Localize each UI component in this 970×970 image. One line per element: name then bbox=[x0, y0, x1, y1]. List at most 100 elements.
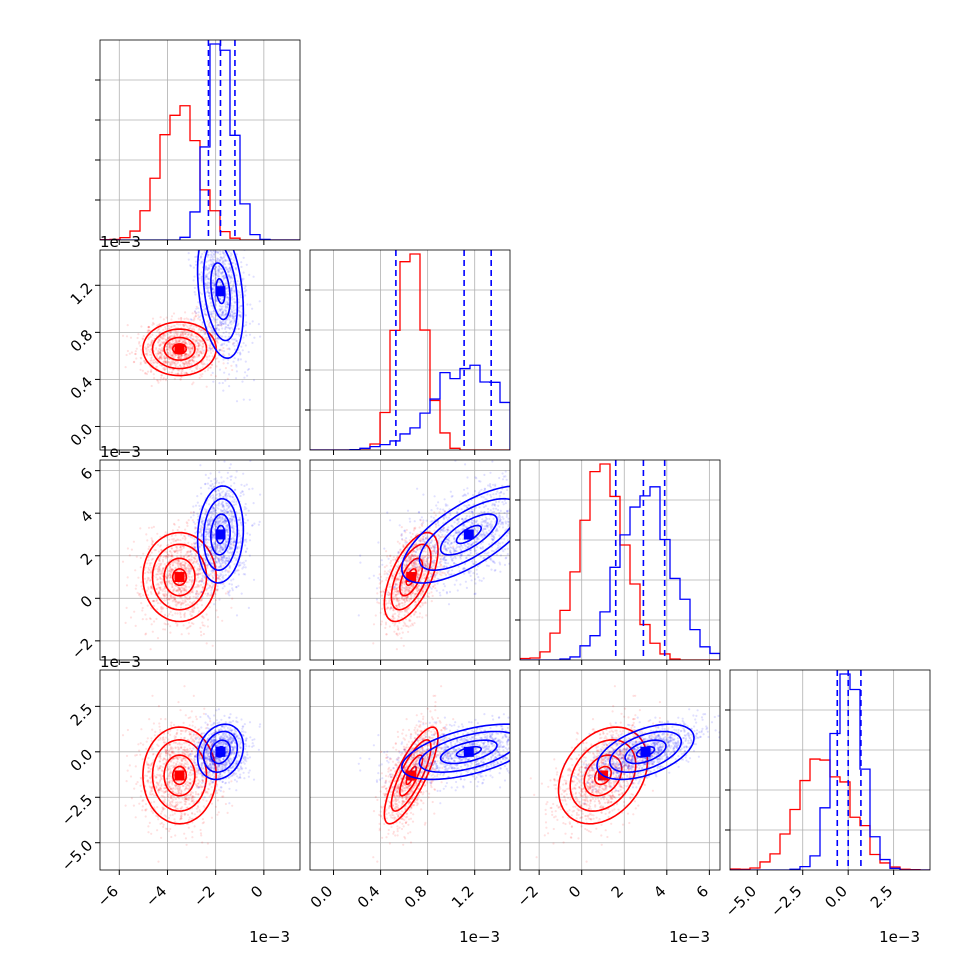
scatter-point bbox=[171, 354, 174, 357]
scatter-point bbox=[218, 275, 221, 278]
scatter-point bbox=[222, 275, 225, 278]
scatter-point bbox=[216, 339, 219, 342]
scatter-point bbox=[214, 299, 217, 303]
scatter-point bbox=[215, 519, 218, 522]
scatter-point bbox=[150, 551, 153, 554]
scatter-point bbox=[226, 286, 229, 289]
scatter-point bbox=[237, 322, 240, 325]
scatter-point bbox=[157, 586, 160, 589]
scatter-point bbox=[164, 334, 167, 337]
scatter-point bbox=[234, 539, 237, 542]
scatter-point bbox=[193, 565, 196, 568]
scatter-point bbox=[414, 563, 417, 566]
scatter-point bbox=[229, 268, 232, 271]
scatter-point bbox=[189, 347, 192, 350]
scatter-point bbox=[403, 597, 406, 600]
scatter-point bbox=[195, 307, 198, 310]
scatter-point bbox=[154, 361, 157, 364]
scatter-point bbox=[199, 591, 202, 594]
scatter-point bbox=[152, 361, 156, 365]
scatter-point bbox=[158, 568, 161, 571]
scatter-point bbox=[187, 333, 190, 336]
scatter-point bbox=[193, 359, 196, 362]
scatter-point bbox=[202, 559, 205, 563]
scatter-point bbox=[229, 269, 232, 272]
scatter-point bbox=[184, 324, 187, 327]
scatter-point bbox=[187, 354, 190, 357]
scatter-point bbox=[242, 573, 245, 576]
scatter-point bbox=[412, 555, 415, 558]
scatter-point bbox=[186, 555, 189, 559]
scatter-point bbox=[211, 644, 214, 647]
scatter-point bbox=[206, 275, 209, 278]
scatter-point bbox=[198, 354, 201, 357]
scatter-point bbox=[168, 363, 172, 366]
scatter-point bbox=[219, 241, 221, 243]
scatter-point bbox=[168, 554, 171, 557]
scatter-point bbox=[156, 573, 159, 576]
scatter-point bbox=[210, 507, 213, 511]
scatter-point bbox=[190, 622, 193, 625]
scatter-point bbox=[170, 360, 173, 363]
scatter-point bbox=[190, 590, 193, 593]
scatter-point bbox=[241, 562, 244, 565]
scatter-point bbox=[392, 613, 395, 616]
scatter-point bbox=[210, 219, 212, 221]
scatter-point bbox=[197, 344, 200, 347]
scatter-point bbox=[228, 340, 231, 344]
scatter-point bbox=[234, 559, 238, 562]
scatter-point bbox=[133, 610, 136, 613]
scatter-point bbox=[228, 567, 231, 570]
scatter-point bbox=[173, 334, 176, 337]
scatter-point bbox=[412, 564, 415, 568]
scatter-point bbox=[212, 281, 215, 284]
scatter-point bbox=[153, 377, 156, 380]
scatter-point bbox=[424, 584, 428, 587]
scatter-point bbox=[207, 523, 210, 526]
scatter-point bbox=[184, 562, 187, 565]
scatter-point bbox=[176, 564, 180, 567]
scatter-point bbox=[248, 273, 251, 276]
scatter-point bbox=[196, 567, 199, 570]
scatter-point bbox=[146, 329, 149, 332]
scatter-point bbox=[147, 526, 151, 529]
scatter-point bbox=[208, 584, 212, 587]
scatter-point bbox=[198, 610, 201, 613]
scatter-point bbox=[197, 328, 200, 331]
scatter-point bbox=[408, 600, 411, 603]
scatter-point bbox=[204, 332, 207, 335]
scatter-point bbox=[234, 503, 237, 506]
scatter-point bbox=[395, 578, 399, 581]
scatter-point bbox=[157, 590, 160, 593]
scatter-point bbox=[168, 550, 171, 553]
scatter-point bbox=[160, 580, 163, 583]
scatter-point bbox=[144, 362, 148, 365]
scatter-point bbox=[189, 359, 192, 362]
scatter-point bbox=[176, 372, 179, 376]
scatter-point bbox=[223, 520, 226, 523]
scatter-point bbox=[211, 334, 214, 337]
scatter-point bbox=[194, 504, 198, 507]
scatter-point bbox=[153, 600, 156, 603]
scatter-point bbox=[139, 368, 142, 371]
scatter-point bbox=[158, 344, 161, 348]
scatter-point bbox=[201, 586, 204, 589]
scatter-point bbox=[173, 550, 176, 553]
scatter-point bbox=[412, 561, 415, 564]
scatter-point bbox=[220, 516, 224, 519]
scatter-point bbox=[192, 556, 195, 559]
scatter-point bbox=[150, 368, 153, 371]
scatter-point bbox=[212, 513, 215, 516]
scatter-point bbox=[189, 351, 192, 354]
scatter-point bbox=[210, 549, 213, 552]
scatter-point bbox=[230, 524, 233, 527]
scatter-point bbox=[199, 565, 202, 568]
scatter-point bbox=[226, 247, 228, 249]
scatter-point bbox=[198, 351, 201, 354]
scatter-point bbox=[232, 540, 236, 543]
scatter-point bbox=[189, 343, 192, 346]
scatter-point bbox=[163, 355, 166, 358]
scatter-point bbox=[176, 361, 179, 364]
scatter-point bbox=[201, 345, 204, 349]
